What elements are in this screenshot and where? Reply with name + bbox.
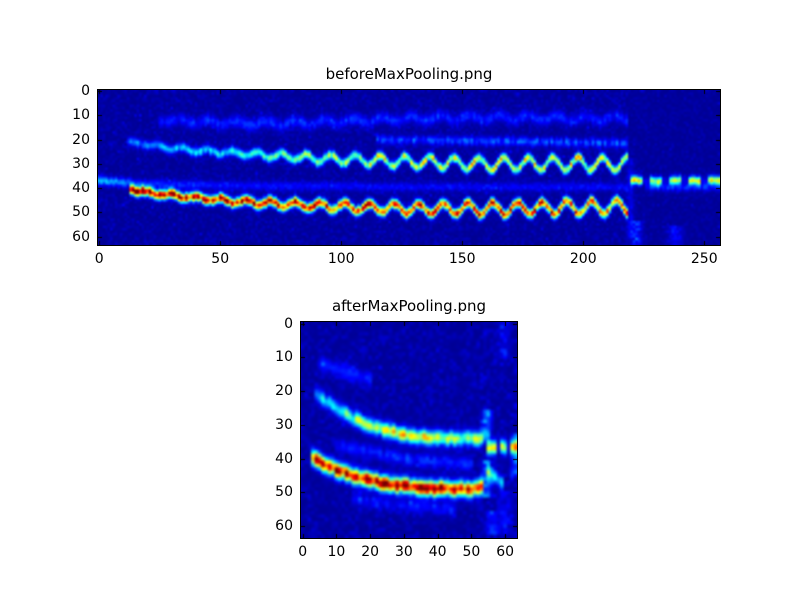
before-max-pooling-title: beforeMaxPooling.png [325,65,493,83]
y-tick-label: 20 [72,131,90,148]
x-tick-label: 100 [327,251,355,267]
after-max-pooling-axes [300,321,518,539]
y-tick-label: 0 [81,83,90,100]
after-max-pooling-title: afterMaxPooling.png [331,297,487,315]
y-tick-label: 10 [72,107,90,124]
y-tick-label: 50 [275,484,293,501]
y-tick-label: 60 [72,228,90,245]
y-tick-label: 20 [275,383,293,400]
x-tick-label: 0 [298,544,308,560]
y-tick-label: 40 [72,180,90,197]
y-tick-label: 0 [284,315,293,332]
before-max-pooling-axes [97,89,721,246]
y-tick-label: 60 [275,518,293,535]
x-tick-label: 40 [428,544,447,560]
after-max-pooling-spectrogram [301,322,517,538]
x-tick-label: 200 [569,251,597,267]
y-tick-label: 10 [275,349,293,366]
x-tick-label: 0 [94,251,104,267]
x-tick-label: 10 [327,544,346,560]
x-tick-label: 50 [211,251,230,267]
y-tick-label: 30 [275,416,293,433]
y-tick-label: 30 [72,155,90,172]
x-tick-label: 150 [448,251,476,267]
x-tick-label: 60 [496,544,515,560]
x-tick-label: 50 [462,544,481,560]
y-tick-label: 50 [72,204,90,221]
before-max-pooling-spectrogram [98,90,720,245]
x-tick-label: 30 [395,544,413,560]
x-tick-label: 250 [690,251,718,267]
y-tick-label: 40 [275,450,293,467]
x-tick-label: 20 [361,544,380,560]
